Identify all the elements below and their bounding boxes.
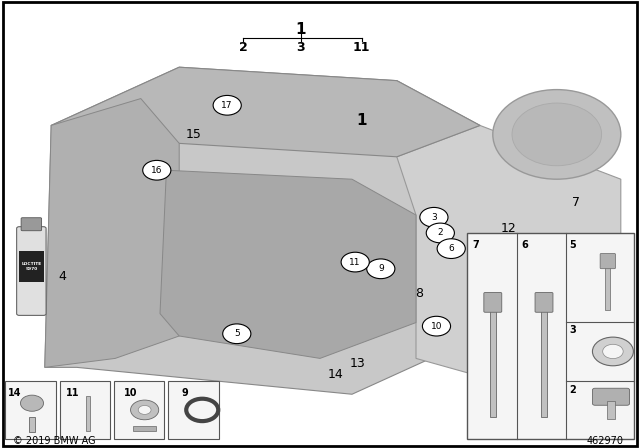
Circle shape <box>20 395 44 411</box>
Circle shape <box>143 160 171 180</box>
Text: 3: 3 <box>431 213 436 222</box>
Text: 3: 3 <box>296 40 305 54</box>
Polygon shape <box>160 170 416 358</box>
Text: 10: 10 <box>124 388 137 397</box>
FancyBboxPatch shape <box>5 381 56 439</box>
Circle shape <box>138 405 151 414</box>
Text: © 2019 BMW AG: © 2019 BMW AG <box>13 436 95 446</box>
Text: 7: 7 <box>472 240 479 250</box>
Text: 2: 2 <box>239 40 248 54</box>
Text: 1: 1 <box>356 113 367 129</box>
Circle shape <box>420 207 448 227</box>
FancyBboxPatch shape <box>168 381 219 439</box>
Circle shape <box>367 259 395 279</box>
Text: 2: 2 <box>570 385 576 395</box>
FancyBboxPatch shape <box>17 227 46 315</box>
Text: 13: 13 <box>349 357 365 370</box>
FancyBboxPatch shape <box>60 381 110 439</box>
Text: 11: 11 <box>66 388 79 397</box>
Text: 8: 8 <box>415 287 423 300</box>
Text: 5: 5 <box>570 240 576 250</box>
Text: 17: 17 <box>221 101 233 110</box>
Polygon shape <box>45 67 480 394</box>
Text: 14: 14 <box>8 388 22 397</box>
Text: 3: 3 <box>570 325 576 335</box>
Text: 9: 9 <box>181 388 188 397</box>
Circle shape <box>493 90 621 179</box>
Text: 16: 16 <box>151 166 163 175</box>
Text: 2: 2 <box>438 228 443 237</box>
Circle shape <box>223 324 251 344</box>
Circle shape <box>131 400 159 420</box>
Text: 11: 11 <box>349 258 361 267</box>
Text: 462970: 462970 <box>587 436 624 446</box>
Polygon shape <box>51 67 480 179</box>
FancyBboxPatch shape <box>607 401 616 419</box>
Text: 6: 6 <box>449 244 454 253</box>
FancyBboxPatch shape <box>600 254 616 269</box>
FancyBboxPatch shape <box>21 218 42 231</box>
FancyBboxPatch shape <box>490 300 496 417</box>
Circle shape <box>341 252 369 272</box>
FancyBboxPatch shape <box>86 396 90 431</box>
FancyBboxPatch shape <box>593 388 630 405</box>
FancyBboxPatch shape <box>484 293 502 312</box>
Circle shape <box>422 316 451 336</box>
Circle shape <box>426 223 454 243</box>
Text: LOCTITE
5970: LOCTITE 5970 <box>21 262 42 271</box>
Text: 11: 11 <box>353 40 371 54</box>
Circle shape <box>213 95 241 115</box>
Circle shape <box>512 103 602 166</box>
FancyBboxPatch shape <box>133 426 156 431</box>
Text: 7: 7 <box>572 196 580 209</box>
FancyBboxPatch shape <box>605 261 611 310</box>
FancyBboxPatch shape <box>535 293 553 312</box>
Polygon shape <box>397 125 621 394</box>
Circle shape <box>437 239 465 258</box>
Text: 14: 14 <box>328 367 344 381</box>
Circle shape <box>603 344 623 358</box>
Circle shape <box>593 337 634 366</box>
FancyBboxPatch shape <box>29 417 35 432</box>
Text: 1: 1 <box>296 22 306 37</box>
Text: 6: 6 <box>522 240 529 250</box>
FancyBboxPatch shape <box>541 300 547 417</box>
Text: 12: 12 <box>501 222 516 235</box>
FancyBboxPatch shape <box>114 381 164 439</box>
Text: 5: 5 <box>234 329 239 338</box>
FancyBboxPatch shape <box>19 251 44 282</box>
Polygon shape <box>45 99 179 367</box>
Text: 9: 9 <box>378 264 383 273</box>
FancyBboxPatch shape <box>467 233 634 439</box>
Text: 4: 4 <box>59 270 67 283</box>
Text: 15: 15 <box>186 128 202 141</box>
Text: 10: 10 <box>431 322 442 331</box>
